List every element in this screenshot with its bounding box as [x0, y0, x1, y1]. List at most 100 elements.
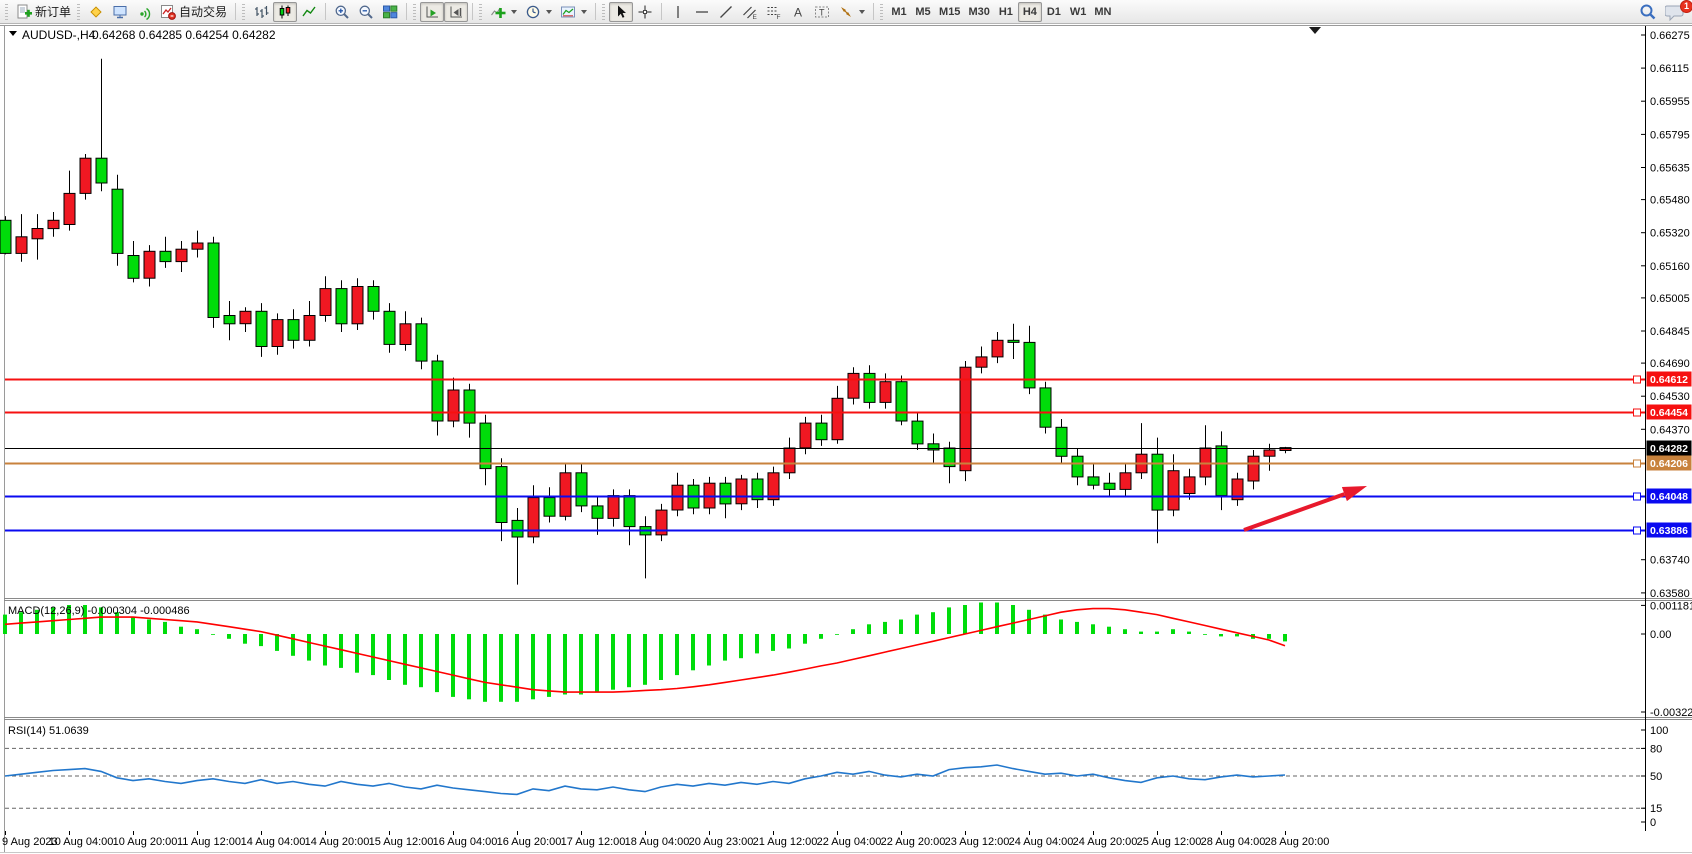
macd-bar	[99, 607, 103, 634]
text-label-tool-button[interactable]: T	[810, 2, 834, 22]
macd-bar	[947, 607, 951, 634]
macd-bar	[739, 634, 743, 659]
date-tick-label: 14 Aug 20:00	[305, 836, 370, 848]
shapes-tool-button[interactable]	[834, 2, 869, 22]
toolbar-grip[interactable]	[242, 3, 246, 20]
timeframe-label: D1	[1046, 5, 1061, 18]
candle	[255, 310, 268, 347]
candle	[927, 443, 940, 451]
templates-button[interactable]	[556, 2, 591, 22]
macd-bar	[451, 634, 455, 697]
toolbar-grip[interactable]	[602, 3, 606, 20]
indicators-button[interactable]	[486, 2, 521, 22]
timeframe-h4-button[interactable]: H4	[1017, 1, 1042, 22]
shapes-dropdown-caret[interactable]	[859, 9, 866, 14]
candle	[479, 422, 492, 470]
horizontal-line-tool-button[interactable]	[690, 2, 714, 22]
macd-bar	[835, 634, 839, 635]
date-tick-label: 14 Aug 04:00	[241, 836, 306, 848]
line-handle[interactable]	[1633, 375, 1641, 384]
candle	[287, 319, 300, 341]
macd-bar	[419, 634, 423, 688]
macd-bar	[467, 634, 471, 700]
timeframe-mn-button[interactable]: MN	[1090, 2, 1115, 22]
rsi-tick-label: 50	[1650, 771, 1662, 783]
toolbar-grip[interactable]	[5, 3, 8, 20]
cursor-arrow-icon	[618, 5, 627, 18]
bar-chart-icon	[255, 5, 269, 18]
candlestick-chart-button[interactable]	[273, 1, 298, 22]
trend-arrow[interactable]	[1243, 486, 1367, 532]
crosshair-button[interactable]	[633, 2, 657, 22]
timeframe-m15-button[interactable]: M15	[935, 2, 964, 22]
timeframe-h1-button[interactable]: H1	[994, 2, 1018, 22]
terminal-button[interactable]	[108, 2, 132, 22]
signal-waves-icon	[140, 7, 151, 20]
signals-button[interactable]	[132, 2, 156, 22]
trendline-tool-button[interactable]	[714, 2, 738, 22]
bar-chart-button[interactable]	[249, 2, 273, 22]
candle	[495, 466, 508, 524]
macd-indicator-label: MACD(12,26,9) -0.000304 -0.000486	[8, 605, 190, 617]
svg-text:A: A	[794, 5, 802, 19]
zoom-in-icon	[335, 5, 349, 19]
fibonacci-tool-button[interactable]: F	[762, 2, 786, 22]
auto-scroll-button[interactable]	[420, 1, 445, 22]
line-handle[interactable]	[1633, 459, 1641, 468]
macd-bar	[691, 634, 695, 671]
macd-bar	[115, 612, 119, 634]
macd-bar	[579, 634, 583, 695]
macd-bar	[403, 634, 407, 685]
candle	[1247, 455, 1260, 482]
candle	[31, 228, 44, 240]
timeframe-m5-button[interactable]: M5	[911, 2, 935, 22]
toolbar-grip[interactable]	[479, 3, 483, 20]
candle	[911, 420, 924, 445]
tile-windows-button[interactable]	[378, 2, 402, 22]
periods-dropdown-caret[interactable]	[546, 9, 553, 14]
line-handle[interactable]	[1633, 492, 1641, 501]
line-handle[interactable]	[1633, 526, 1641, 535]
zoom-out-button[interactable]	[354, 2, 378, 22]
metaeditor-button[interactable]	[84, 2, 108, 22]
search-button[interactable]	[1635, 2, 1661, 22]
candle	[351, 286, 364, 325]
chart-shift-marker-icon[interactable]	[1309, 27, 1321, 34]
toolbar-separator	[472, 3, 474, 20]
templates-dropdown-caret[interactable]	[581, 9, 588, 14]
indicators-dropdown-caret[interactable]	[511, 9, 518, 14]
periods-button[interactable]	[521, 2, 556, 22]
timeframe-d1-button[interactable]: D1	[1042, 2, 1066, 22]
candle	[1039, 387, 1052, 428]
candle	[831, 397, 844, 441]
toolbar-grip[interactable]	[880, 3, 884, 20]
price-chart-window[interactable]: AUDUSD-,H40.64268 0.64285 0.64254 0.6428…	[0, 24, 1692, 854]
crosshair-icon	[638, 5, 652, 18]
line-handle[interactable]	[1633, 408, 1641, 417]
chart-shift-button[interactable]	[444, 1, 469, 22]
text-tool-button[interactable]: A	[786, 2, 810, 22]
line-chart-button[interactable]	[297, 2, 321, 22]
timeframe-m30-button[interactable]: M30	[964, 2, 993, 22]
toolbar-grip[interactable]	[413, 3, 417, 20]
channel-tool-button[interactable]: E	[738, 2, 762, 22]
macd-bar	[1219, 634, 1223, 637]
new-order-button[interactable]: 新订单	[12, 2, 75, 22]
macd-bar	[387, 634, 391, 680]
autotrading-button[interactable]: 自动交易	[156, 2, 231, 22]
candle	[719, 482, 732, 505]
chart-menu-triangle-icon[interactable]	[9, 31, 17, 36]
vertical-line-tool-button[interactable]	[666, 2, 690, 22]
timeframe-w1-button[interactable]: W1	[1066, 2, 1091, 22]
timeframe-m1-button[interactable]: M1	[887, 2, 911, 22]
zoom-in-button[interactable]	[330, 2, 354, 22]
notifications-button[interactable]: 1	[1661, 0, 1692, 22]
macd-bar	[323, 634, 327, 666]
candle	[767, 472, 780, 501]
toolbar-grip[interactable]	[77, 3, 81, 20]
macd-bar	[1027, 609, 1031, 634]
rsi-line	[4, 764, 1286, 796]
price-tick-label: 0.64845	[1650, 326, 1690, 338]
date-tick-label: 18 Aug 04:00	[625, 836, 690, 848]
cursor-button[interactable]	[609, 1, 634, 22]
